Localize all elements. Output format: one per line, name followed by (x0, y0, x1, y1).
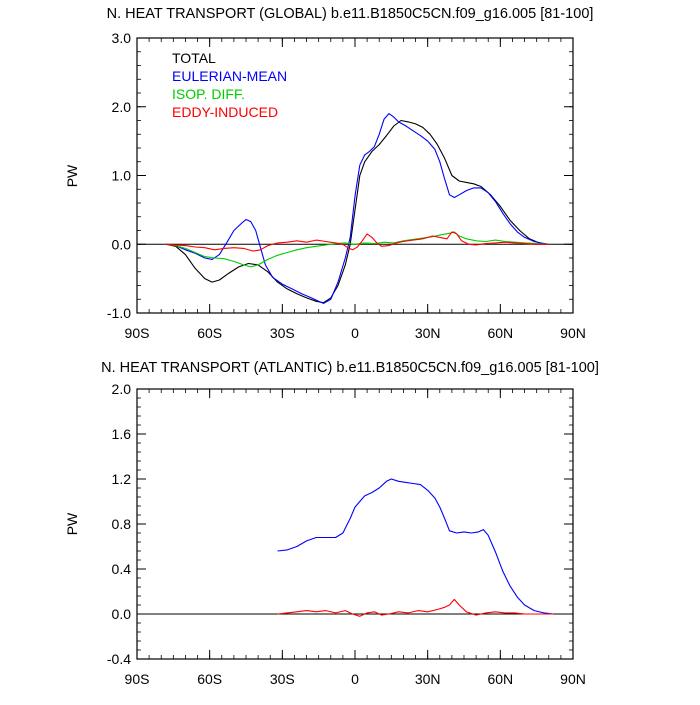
atlantic-y-tick-label: 0.8 (112, 516, 132, 532)
global-series-total (165, 119, 549, 304)
atlantic-chart-title: N. HEAT TRANSPORT (ATLANTIC) b.e11.B1850… (101, 360, 599, 376)
global-y-tick-label: 3.0 (112, 30, 132, 46)
global-x-tick-label: 30S (270, 325, 295, 341)
global-x-tick-label: 90N (560, 325, 586, 341)
legend-entry-eulerian-mean: EULERIAN-MEAN (172, 68, 287, 84)
atlantic-y-tick-label: 0.0 (112, 606, 132, 622)
atlantic-x-tick-label: 90N (560, 671, 586, 687)
atlantic-y-tick-label: 1.2 (112, 471, 132, 487)
global-x-tick-label: 60S (197, 325, 222, 341)
atlantic-series-eulerian-mean (277, 478, 554, 615)
legend-entry-isop-diff: ISOP. DIFF. (172, 86, 245, 102)
atlantic-x-tick-label: 60N (487, 671, 513, 687)
global-x-tick-label: 0 (351, 325, 359, 341)
atlantic-x-tick-label: 0 (351, 671, 359, 687)
global-series-isop-diff (166, 231, 549, 268)
legend-entry-total: TOTAL (172, 50, 216, 66)
global-y-axis-label: PW (64, 164, 80, 187)
global-y-tick-label: 1.0 (112, 168, 132, 184)
atlantic-y-tick-label: 1.6 (112, 426, 132, 442)
atlantic-x-tick-label: 30N (415, 671, 441, 687)
global-series-eulerian-mean (166, 113, 549, 304)
atlantic-panel: N. HEAT TRANSPORT (ATLANTIC) b.e11.B1850… (64, 360, 599, 687)
atlantic-x-tick-label: 90S (125, 671, 150, 687)
global-panel: N. HEAT TRANSPORT (GLOBAL) b.e11.B1850C5… (64, 6, 593, 341)
atlantic-y-tick-label: -0.4 (107, 651, 131, 667)
atlantic-y-tick-label: 2.0 (112, 381, 132, 397)
global-series-eddy-induced (166, 231, 549, 252)
atlantic-plot-frame (136, 388, 574, 660)
atlantic-series-eddy-induced (277, 598, 554, 617)
atlantic-y-tick-label: 0.4 (112, 561, 132, 577)
global-y-tick-label: -1.0 (107, 305, 131, 321)
global-x-tick-label: 90S (125, 325, 150, 341)
global-y-tick-label: 0.0 (112, 236, 132, 252)
atlantic-x-tick-label: 60S (197, 671, 222, 687)
global-y-tick-label: 2.0 (112, 99, 132, 115)
global-x-tick-label: 30N (415, 325, 441, 341)
atlantic-y-axis-label: PW (64, 512, 80, 535)
legend-entry-eddy-induced: EDDY-INDUCED (172, 104, 278, 120)
atlantic-x-tick-label: 30S (270, 671, 295, 687)
global-chart-title: N. HEAT TRANSPORT (GLOBAL) b.e11.B1850C5… (107, 6, 594, 22)
global-x-tick-label: 60N (487, 325, 513, 341)
